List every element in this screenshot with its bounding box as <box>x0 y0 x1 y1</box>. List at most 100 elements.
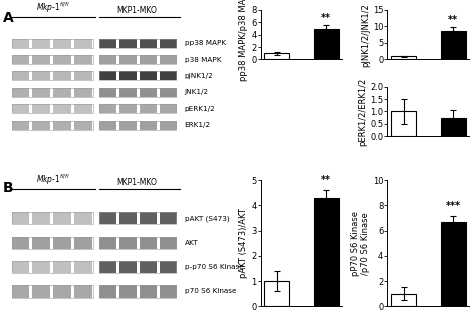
Bar <box>99 104 176 113</box>
Bar <box>12 212 93 224</box>
Bar <box>140 121 157 130</box>
Bar <box>441 222 465 306</box>
Bar <box>53 212 71 224</box>
Bar <box>12 261 29 273</box>
Bar <box>74 55 91 64</box>
Bar <box>99 39 176 48</box>
Bar <box>441 31 465 60</box>
Bar <box>12 39 93 48</box>
Bar <box>33 104 50 113</box>
Bar <box>12 285 29 297</box>
Bar <box>119 237 137 249</box>
Bar <box>160 237 177 249</box>
Text: **: ** <box>321 175 331 185</box>
Bar <box>160 121 177 130</box>
Bar <box>160 88 177 97</box>
Bar <box>12 285 93 297</box>
Bar <box>140 261 157 273</box>
Bar <box>74 104 91 113</box>
Text: pJNK1/2: pJNK1/2 <box>185 73 213 79</box>
Bar <box>74 121 91 130</box>
Bar <box>99 71 176 80</box>
Bar <box>99 55 176 64</box>
Bar <box>140 55 157 64</box>
Bar <box>12 55 93 64</box>
Bar <box>391 294 416 306</box>
Bar <box>33 88 50 97</box>
Bar <box>33 71 50 80</box>
Bar <box>99 285 176 297</box>
Text: p-p70 S6 Kinase: p-p70 S6 Kinase <box>185 264 244 270</box>
Bar <box>33 121 50 130</box>
Bar <box>99 39 117 48</box>
Bar <box>53 121 71 130</box>
Bar <box>119 104 137 113</box>
Bar <box>99 121 117 130</box>
Bar <box>119 121 137 130</box>
Bar <box>99 237 117 249</box>
Bar <box>99 237 176 249</box>
Bar <box>160 261 177 273</box>
Bar <box>53 55 71 64</box>
Bar <box>119 285 137 297</box>
Bar <box>441 118 465 136</box>
Bar <box>391 56 416 60</box>
Text: B: B <box>3 181 14 195</box>
Bar <box>12 39 29 48</box>
Text: ERK1/2: ERK1/2 <box>185 122 211 128</box>
Text: **: ** <box>448 16 458 26</box>
Bar <box>53 88 71 97</box>
Bar <box>12 71 29 80</box>
Bar <box>160 39 177 48</box>
Bar <box>119 88 137 97</box>
Text: AKT: AKT <box>185 240 198 246</box>
Bar <box>53 39 71 48</box>
Bar <box>74 285 91 297</box>
Bar <box>99 121 176 130</box>
Bar <box>99 71 117 80</box>
Bar <box>140 88 157 97</box>
Bar <box>119 212 137 224</box>
Bar <box>119 55 137 64</box>
Bar <box>74 39 91 48</box>
Bar <box>314 198 339 306</box>
Bar <box>12 237 93 249</box>
Bar <box>12 71 93 80</box>
Bar <box>53 71 71 80</box>
Y-axis label: pJNK1/2/JNK1/2: pJNK1/2/JNK1/2 <box>361 3 370 67</box>
Bar <box>264 53 289 60</box>
Bar <box>12 104 93 113</box>
Bar <box>12 121 93 130</box>
Bar <box>99 261 117 273</box>
Bar <box>264 281 289 306</box>
Bar <box>12 121 29 130</box>
Bar <box>99 285 117 297</box>
Bar <box>99 212 117 224</box>
Bar <box>33 212 50 224</box>
Bar <box>140 71 157 80</box>
Bar <box>33 39 50 48</box>
Bar <box>99 55 117 64</box>
Text: pERK1/2: pERK1/2 <box>185 106 216 112</box>
Bar <box>33 55 50 64</box>
Text: $Mkp$-$1^{fl/fl}$: $Mkp$-$1^{fl/fl}$ <box>36 1 70 15</box>
Bar <box>33 285 50 297</box>
Bar <box>74 88 91 97</box>
Text: p70 S6 Kinase: p70 S6 Kinase <box>185 288 236 294</box>
Text: **: ** <box>321 13 331 23</box>
Y-axis label: pP70 S6 Kinase
/p70 S6 Kinase: pP70 S6 Kinase /p70 S6 Kinase <box>351 211 370 276</box>
Bar <box>119 39 137 48</box>
Bar <box>12 104 29 113</box>
Y-axis label: pp38 MAPK/p38 MAPK: pp38 MAPK/p38 MAPK <box>239 0 248 81</box>
Text: MKP1-MKO: MKP1-MKO <box>116 6 157 15</box>
Bar <box>12 88 93 97</box>
Bar <box>391 111 416 136</box>
Bar <box>74 237 91 249</box>
Bar <box>160 55 177 64</box>
Bar <box>99 104 117 113</box>
Bar <box>74 261 91 273</box>
Y-axis label: pERK1/2/ERK1/2: pERK1/2/ERK1/2 <box>358 77 367 146</box>
Bar <box>12 55 29 64</box>
Bar <box>160 212 177 224</box>
Bar <box>53 285 71 297</box>
